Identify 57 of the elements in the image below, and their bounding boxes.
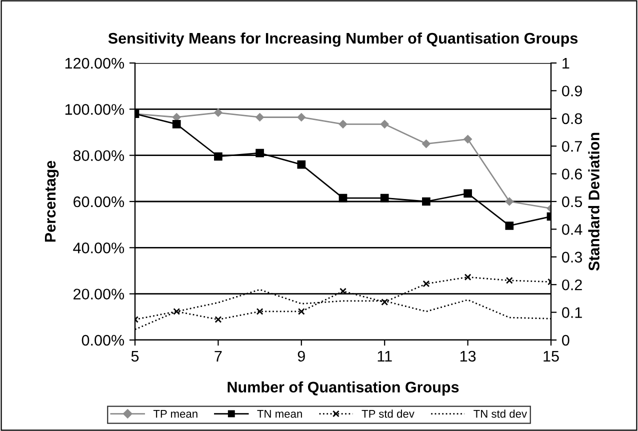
point xyxy=(256,113,264,122)
x-tick-label: 9 xyxy=(298,350,305,362)
point xyxy=(172,120,181,128)
point xyxy=(297,113,306,122)
y-axis-title: Percentage xyxy=(44,160,59,242)
legend-label: TN mean xyxy=(257,410,302,418)
point xyxy=(338,120,348,128)
point xyxy=(297,160,306,169)
y-tick-label: 20.00% xyxy=(74,288,124,300)
y2-axis-title: Standard Deviation xyxy=(588,132,600,271)
point xyxy=(380,120,389,128)
point xyxy=(422,140,430,148)
point xyxy=(381,298,388,306)
point xyxy=(173,308,180,315)
x-tick-label: 11 xyxy=(378,350,392,362)
point xyxy=(505,197,514,206)
point xyxy=(256,148,264,158)
point xyxy=(298,308,305,315)
legend-label: TP mean xyxy=(153,410,198,418)
x-tick-label: 15 xyxy=(544,350,559,362)
y-tick-label: 120.00% xyxy=(65,58,124,69)
point xyxy=(380,194,389,202)
point xyxy=(464,274,472,281)
x-tick-label: 7 xyxy=(214,350,222,362)
point xyxy=(464,189,472,198)
point xyxy=(464,135,472,144)
y2-tick-label: 0.9 xyxy=(562,86,582,96)
point xyxy=(505,222,514,230)
y-tick-label: 0.00% xyxy=(82,334,124,346)
y2-tick-label: 0.1 xyxy=(562,307,582,318)
y2-tick-label: 0.3 xyxy=(562,252,582,263)
y-tick-label: 40.00% xyxy=(73,242,124,254)
y2-tick-label: 0.2 xyxy=(562,279,582,290)
point xyxy=(214,316,222,323)
point xyxy=(422,280,430,288)
point xyxy=(256,308,264,315)
legend-label: TN std dev xyxy=(474,410,528,418)
y2-tick-label: 0 xyxy=(562,334,570,346)
chart-title: Sensitivity Means for Increasing Number of Quantisation Groups xyxy=(108,32,578,47)
y-tick-label: 80.00% xyxy=(73,150,124,162)
y2-tick-label: 0.8 xyxy=(562,113,582,124)
point xyxy=(506,276,513,284)
y2-tick-label: 0.5 xyxy=(562,196,582,208)
x-axis-title: Number of Quantisation Groups xyxy=(228,381,459,396)
y2-tick-label: 0.4 xyxy=(562,224,582,235)
point xyxy=(338,194,348,202)
y2-tick-label: 0.6 xyxy=(562,168,582,180)
y-tick-label: 60.00% xyxy=(74,196,124,208)
y2-tick-label: 0.7 xyxy=(562,140,582,152)
legend-label: TP std dev xyxy=(362,410,414,418)
y-tick-label: 100.00% xyxy=(65,104,124,115)
point xyxy=(214,108,222,117)
y2-tick-label: 1 xyxy=(562,58,570,69)
x-tick-label: 5 xyxy=(131,350,139,362)
point xyxy=(422,197,430,206)
point xyxy=(214,152,222,161)
x-tick-label: 13 xyxy=(460,350,476,362)
